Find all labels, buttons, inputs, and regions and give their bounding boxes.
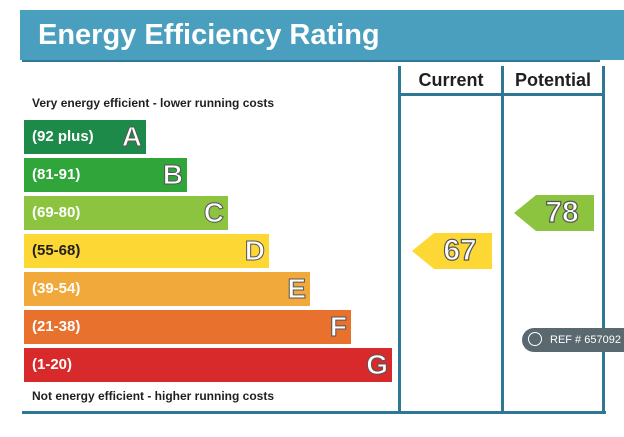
column-header-underline xyxy=(398,93,605,96)
current-rating-value: 67 xyxy=(443,233,478,267)
potential-column-right-border xyxy=(602,66,605,412)
potential-rating-value: 78 xyxy=(545,195,580,229)
band-letter-label: B xyxy=(162,159,183,191)
ref-badge-text: REF # 657092 xyxy=(550,334,621,346)
potential-arrow-polygon xyxy=(514,195,594,231)
current-column-right-border xyxy=(501,66,504,412)
frame-top-line xyxy=(22,60,600,62)
band-b: (81-91) B xyxy=(24,158,187,192)
band-a: (92 plus) A xyxy=(24,120,146,154)
band-range-label: (69-80) xyxy=(32,204,81,221)
band-e: (39-54) E xyxy=(24,272,310,306)
band-letter-label: C xyxy=(203,197,224,229)
current-arrow-polygon xyxy=(412,233,492,269)
band-letter-label: A xyxy=(121,121,142,153)
band-letter-label: E xyxy=(287,273,307,305)
potential-arrow-shape xyxy=(514,195,594,231)
bottom-caption: Not energy efficient - higher running co… xyxy=(32,389,275,403)
band-range-label: (21-38) xyxy=(32,318,81,335)
band-f: (21-38) F xyxy=(24,310,351,344)
current-column-left-border xyxy=(398,66,401,412)
band-range-label: (92 plus) xyxy=(32,128,94,145)
home-icon xyxy=(528,332,542,346)
band-g: (1-20) G xyxy=(24,348,392,382)
ref-badge: REF # 657092 xyxy=(522,328,624,352)
band-letter-label: D xyxy=(244,235,265,267)
potential-column-header: Potential xyxy=(514,70,591,90)
top-caption: Very energy efficient - lower running co… xyxy=(32,96,275,110)
current-column-header: Current xyxy=(418,70,484,90)
band-letter-label: F xyxy=(329,311,347,343)
band-range-label: (1-20) xyxy=(32,356,73,373)
band-letter-label: G xyxy=(366,349,389,381)
band-range-label: (39-54) xyxy=(32,280,81,297)
potential-rating-arrow: 78 xyxy=(514,195,594,231)
band-range-label: (55-68) xyxy=(32,242,81,259)
current-rating-arrow: 67 xyxy=(412,233,492,269)
band-c: (69-80) C xyxy=(24,196,228,230)
current-arrow-shape xyxy=(412,233,492,269)
chart-title: Energy Efficiency Rating xyxy=(20,10,624,60)
band-d: (55-68) D xyxy=(24,234,269,268)
band-range-label: (81-91) xyxy=(32,166,81,183)
frame-bottom-line xyxy=(22,411,606,414)
